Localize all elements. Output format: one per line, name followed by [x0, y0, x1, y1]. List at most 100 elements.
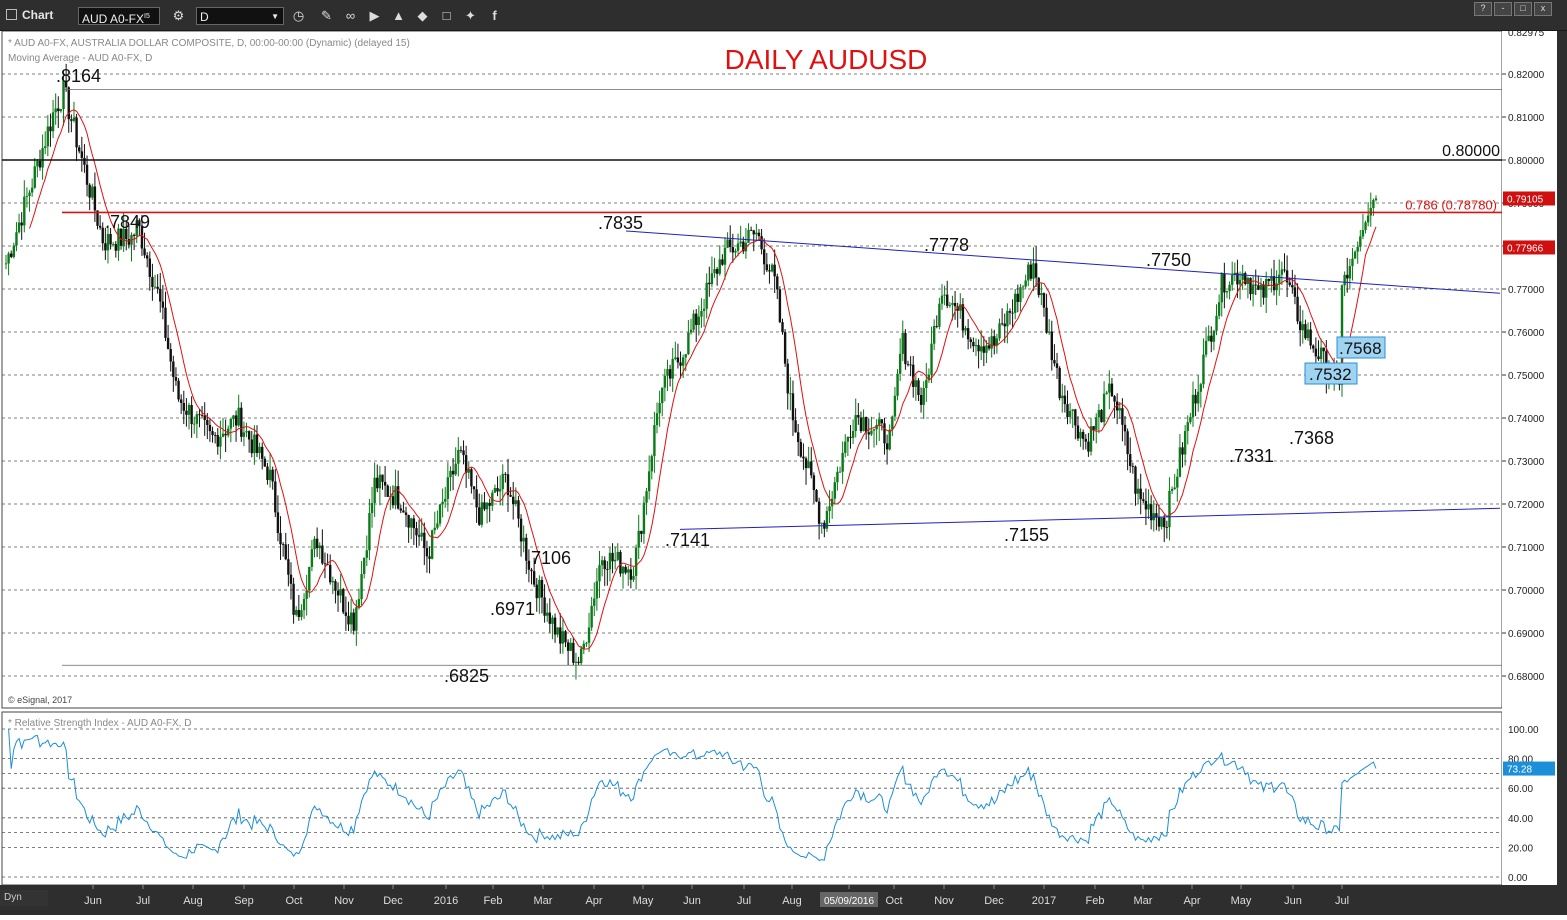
price-bar	[187, 405, 191, 415]
fib-786-label: 0.786 (0.78780)	[1405, 197, 1497, 212]
price-bar	[904, 333, 907, 365]
settings-icon[interactable]: ⚙	[172, 8, 185, 23]
close-button[interactable]: x	[1534, 2, 1552, 16]
price-bar	[1241, 273, 1244, 280]
clock-icon[interactable]: ◷	[292, 8, 305, 23]
price-bar	[23, 196, 26, 226]
price-bar	[532, 571, 536, 585]
facebook-icon[interactable]: f	[492, 8, 497, 23]
chart-window-icon	[6, 9, 17, 20]
price-bar	[1011, 312, 1014, 314]
price-bar	[224, 433, 227, 436]
price-bar	[736, 243, 740, 251]
price-bar	[38, 161, 42, 168]
price-bar	[446, 477, 450, 499]
price-bar	[739, 241, 742, 244]
price-bar	[561, 631, 565, 644]
price-bar	[232, 415, 235, 419]
price-bar	[190, 405, 193, 425]
price-bar	[441, 501, 444, 505]
price-annotation-highlight: .7568	[1339, 339, 1382, 358]
price-bar	[600, 560, 604, 566]
price-bar	[1317, 356, 1320, 360]
price-bar	[1340, 285, 1344, 385]
minimize-button[interactable]: -	[1494, 2, 1512, 16]
chart-area[interactable]: 0.68000 0.69000 0.70000 0.71000 0.72000 0.730…	[0, 28, 1567, 915]
price-bar	[125, 228, 128, 240]
price-bar	[1351, 258, 1354, 267]
price-bar	[342, 589, 345, 613]
price-bar	[723, 247, 727, 265]
price-bar	[15, 232, 18, 246]
chat-icon[interactable]: □	[442, 8, 451, 23]
resistance-trendline	[625, 230, 1501, 294]
price-bar	[671, 358, 674, 379]
price-bar	[1040, 293, 1043, 296]
price-bar	[525, 537, 528, 561]
price-bar	[287, 559, 290, 575]
price-bar	[1197, 391, 1200, 404]
price-bar	[726, 239, 729, 248]
price-bar	[378, 474, 382, 489]
price-bar	[1105, 392, 1108, 394]
time-tick-label: May	[1231, 895, 1252, 907]
play-icon[interactable]: ▶	[369, 8, 380, 23]
price-bar	[1037, 277, 1040, 296]
price-bar	[179, 399, 183, 403]
price-bar	[44, 146, 47, 149]
chart-header-line: * AUD A0-FX, AUSTRALIA DOLLAR COMPOSITE,…	[8, 38, 410, 49]
price-bar	[985, 345, 988, 353]
price-bar	[295, 610, 298, 615]
price-bar	[1097, 410, 1101, 418]
price-bar	[470, 469, 473, 487]
price-bar	[551, 617, 554, 624]
price-bar	[193, 423, 196, 425]
price-bar	[166, 337, 170, 350]
price-bar	[109, 233, 112, 245]
price-bar	[640, 530, 643, 534]
price-bar	[1283, 269, 1286, 271]
pencil-icon[interactable]: ✎	[321, 8, 332, 23]
chart-svg[interactable]: 0.68000 0.69000 0.70000 0.71000 0.72000 0.730…	[0, 28, 1567, 915]
price-bar	[1136, 488, 1140, 494]
price-bar	[96, 210, 99, 226]
price-bar	[101, 227, 104, 244]
tag-icon[interactable]: ◆	[417, 8, 428, 23]
price-bar	[1359, 236, 1362, 247]
price-bar	[506, 474, 510, 496]
price-bar	[1081, 431, 1085, 439]
price-bar	[263, 458, 267, 467]
price-bar	[1364, 222, 1367, 231]
price-bar	[360, 573, 363, 600]
price-bar	[30, 187, 34, 193]
price-bar	[420, 532, 423, 537]
price-bar	[574, 661, 578, 663]
price-bar	[1280, 269, 1284, 275]
price-bar	[289, 574, 293, 584]
help-button[interactable]: ?	[1474, 2, 1492, 16]
price-bar	[872, 429, 876, 431]
price-bar	[274, 481, 277, 513]
maximize-button[interactable]: □	[1514, 2, 1532, 16]
interval-select[interactable]: D ▼	[196, 7, 284, 25]
price-bar	[982, 346, 986, 353]
price-bar	[844, 441, 847, 453]
price-bar	[148, 258, 151, 277]
price-bar	[1053, 360, 1056, 364]
draw-icon[interactable]: ∞	[345, 8, 356, 23]
price-bar	[111, 244, 115, 245]
price-bar	[867, 432, 870, 435]
price-bar	[721, 259, 724, 265]
alert-icon[interactable]: ▲	[392, 8, 405, 23]
rsi-tick-label: 40.00	[1508, 814, 1533, 825]
price-bar	[1285, 270, 1289, 283]
twitter-icon[interactable]: ✦	[465, 8, 476, 23]
price-tick-label: 0.82000	[1508, 70, 1545, 81]
price-bar	[1013, 293, 1017, 313]
price-bar	[462, 450, 465, 456]
price-bar	[796, 432, 800, 443]
price-bar	[28, 192, 31, 197]
symbol-input[interactable]: AUD A0-FXI5	[78, 7, 160, 26]
price-bar	[763, 249, 766, 265]
price-bar	[621, 566, 625, 574]
